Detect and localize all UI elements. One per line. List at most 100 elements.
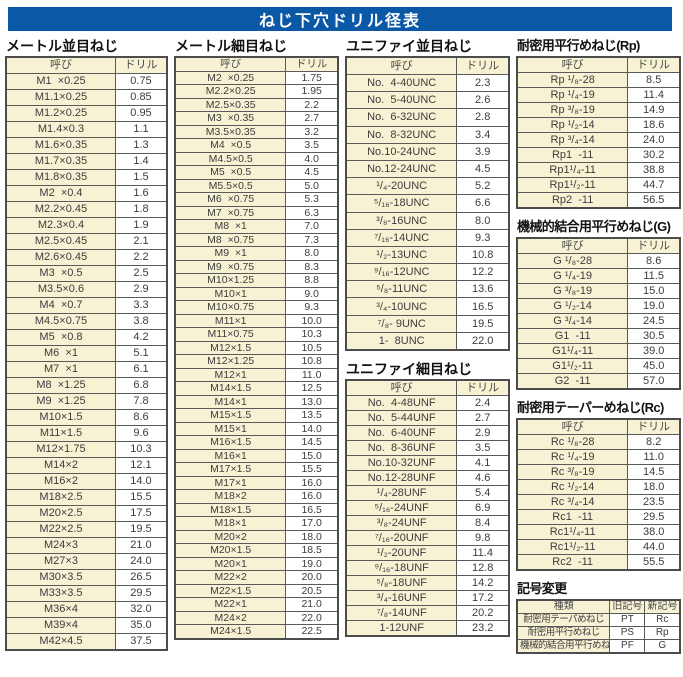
value-cell: 30.5	[627, 328, 681, 344]
designation-cell: No. 8-36UNF	[345, 439, 458, 456]
table-row: ⁷/₁₆-20UNF 9.8	[345, 529, 510, 546]
designation-cell: ⁷/₁₆-20UNF	[345, 529, 458, 546]
designation-cell: ¹/₂-13UNC	[345, 245, 458, 265]
column-pipe-threads: 耐密用平行めねじ(Rp) 呼び ドリル Rp ¹/₈-28 8.5 Rp ¹/₄-19 1…	[516, 37, 681, 654]
designation-cell: M20×2.5	[5, 505, 116, 522]
table-row: Rc ³/₈-19 14.5	[516, 464, 681, 480]
value-cell: 6.1	[114, 361, 168, 378]
designation-cell: ⁷/₈-14UNF	[345, 604, 458, 621]
value-cell: 10.5	[285, 340, 339, 355]
value-cell: G	[644, 639, 681, 654]
section-gap	[345, 351, 510, 360]
designation-cell: Rp1 -11	[516, 147, 629, 163]
value-cell: 18.0	[627, 479, 681, 495]
designation-cell: ⁷/₁₆-14UNC	[345, 228, 458, 247]
table-row: G1 -11 30.5	[516, 328, 681, 344]
designation-cell: M1 ×0.25	[5, 73, 116, 90]
column-header: ドリル	[114, 56, 168, 74]
value-cell: 8.0	[456, 211, 510, 230]
designation-cell: M18×2.5	[5, 489, 116, 506]
designation-cell: M1.2×0.25	[5, 105, 116, 122]
value-cell: 7.3	[285, 232, 339, 247]
column-metric-fine: メートル細目ねじ 呼び ドリル M2 ×0.25 1.75 M2.2×0.25 1.95 M…	[174, 37, 339, 640]
designation-cell: ⁵/₈-11UNC	[345, 280, 458, 299]
value-cell: 10.8	[456, 245, 510, 265]
value-cell: 4.6	[456, 469, 510, 486]
value-cell: 9.0	[285, 286, 339, 301]
designation-cell: G ¹/₄-19	[516, 268, 629, 284]
header-row: 呼び ドリル	[174, 56, 339, 72]
value-cell: 19.0	[285, 556, 339, 571]
designation-cell: Rc2 -11	[516, 554, 629, 571]
value-cell: 6.9	[456, 499, 510, 516]
table-row: M30×3.5 26.5	[5, 569, 168, 586]
column-header: ドリル	[456, 379, 510, 396]
designation-cell: Rp ¹/₂-14	[516, 117, 629, 133]
table-row: M2.6×0.45 2.2	[5, 249, 168, 266]
table-row: M9 ×1 8.0	[174, 246, 339, 261]
designation-cell: M3 ×0.35	[174, 111, 287, 126]
value-cell: 14.5	[285, 435, 339, 450]
value-cell: 5.1	[114, 345, 168, 362]
value-cell: 7.8	[114, 393, 168, 410]
designation-cell: M2.6×0.45	[5, 249, 116, 266]
value-cell: 10.8	[285, 354, 339, 369]
designation-cell: ⁵/₈-18UNF	[345, 574, 458, 591]
value-cell: 37.5	[114, 633, 168, 651]
value-cell: 39.0	[627, 343, 681, 359]
value-cell: 17.5	[114, 505, 168, 522]
value-cell: 6.3	[285, 205, 339, 220]
table-row: M10×1.25 8.8	[174, 273, 339, 288]
value-cell: 30.2	[627, 147, 681, 163]
designation-cell: Rp ³/₄-14	[516, 132, 629, 148]
table-row: Rc ¹/₈-28 8.2	[516, 434, 681, 450]
designation-cell: M16×1	[174, 448, 287, 463]
table-row: 機械的結合用平行めねじ PF G	[516, 639, 681, 654]
table-row: M1.6×0.35 1.3	[5, 137, 168, 154]
designation-cell: M11×0.75	[174, 327, 287, 342]
table-row: Rp1¹/₄-11 38.8	[516, 162, 681, 178]
value-cell: 19.0	[627, 298, 681, 314]
table-row: G ³/₄-14 24.5	[516, 313, 681, 329]
table-row: Rp ¹/₈-28 8.5	[516, 72, 681, 88]
value-cell: 35.0	[114, 617, 168, 634]
column-header: 呼び	[516, 237, 629, 254]
table-row: ⁹/₁₆-18UNF 12.8	[345, 559, 510, 576]
value-cell: 14.0	[114, 473, 168, 490]
column-header: ドリル	[285, 56, 339, 72]
designation-cell: M15×1	[174, 421, 287, 436]
designation-cell: M20×1	[174, 556, 287, 571]
designation-cell: ⁷/₈- 9UNC	[345, 314, 458, 333]
value-cell: 1.9	[114, 217, 168, 234]
designation-cell: M5 ×0.8	[5, 329, 116, 346]
section-gap	[516, 571, 681, 580]
rc-table: 呼び ドリル Rc ¹/₈-28 8.2 Rc ¹/₄-19 11.0 Rc ³/₈-19 1…	[516, 418, 681, 571]
designation-cell: ¹/₄-20UNC	[345, 177, 458, 196]
table-row: M22×2.5 19.5	[5, 521, 168, 538]
table-row: M16×1 15.0	[174, 448, 339, 463]
table-row: M14×1 13.0	[174, 394, 339, 409]
table-row: 1-12UNF 23.2	[345, 619, 510, 637]
table-row: M17×1.5 15.5	[174, 462, 339, 477]
designation-cell: M18×2	[174, 489, 287, 504]
table-row: G ¹/₈-28 8.6	[516, 253, 681, 269]
designation-cell: M33×3.5	[5, 585, 116, 602]
designation-cell: G ³/₈-19	[516, 283, 629, 299]
value-cell: 9.6	[114, 425, 168, 442]
value-cell: 8.5	[627, 72, 681, 88]
designation-cell: M39×4	[5, 617, 116, 634]
rp-table: 呼び ドリル Rp ¹/₈-28 8.5 Rp ¹/₄-19 11.4 Rp ³/₈-19 1…	[516, 56, 681, 209]
section-heading-rp: 耐密用平行めねじ(Rp)	[517, 38, 640, 53]
value-cell: 24.5	[627, 313, 681, 329]
value-cell: 5.0	[285, 178, 339, 193]
designation-cell: Rp1¹/₄-11	[516, 162, 629, 178]
value-cell: 9.8	[456, 529, 510, 546]
table-row: M4.5×0.5 4.0	[174, 151, 339, 166]
designation-cell: No. 5-40UNC	[345, 91, 458, 110]
value-cell: 2.3	[456, 73, 510, 93]
value-cell: 3.9	[456, 142, 510, 161]
table-row: G ¹/₂-14 19.0	[516, 298, 681, 314]
table-row: M6 ×1 5.1	[5, 345, 168, 362]
value-cell: 18.0	[285, 529, 339, 544]
designation-cell: M10×1	[174, 286, 287, 301]
